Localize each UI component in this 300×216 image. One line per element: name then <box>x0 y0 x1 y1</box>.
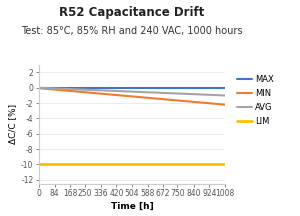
Y-axis label: ΔC/C [%]: ΔC/C [%] <box>8 104 17 144</box>
Legend: MAX, MIN, AVG, LIM: MAX, MIN, AVG, LIM <box>237 75 274 126</box>
X-axis label: Time [h]: Time [h] <box>111 202 153 211</box>
Text: Test: 85°C, 85% RH and 240 VAC, 1000 hours: Test: 85°C, 85% RH and 240 VAC, 1000 hou… <box>21 26 243 36</box>
Text: R52 Capacitance Drift: R52 Capacitance Drift <box>59 6 205 19</box>
